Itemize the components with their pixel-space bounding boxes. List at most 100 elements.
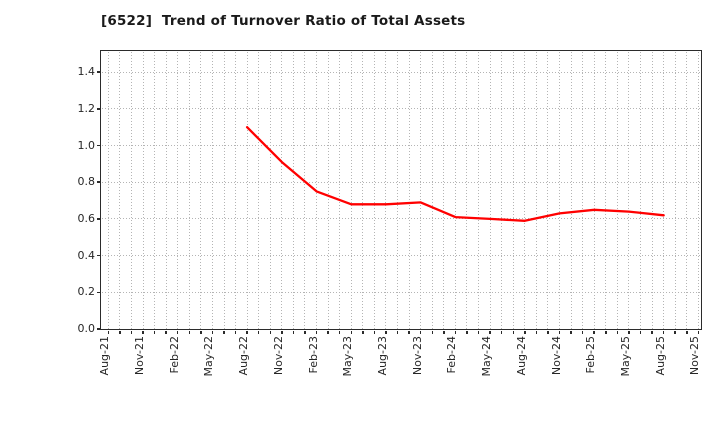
y-tick-mark — [96, 291, 101, 294]
y-tick-mark — [96, 254, 101, 257]
gridline-vertical — [489, 52, 491, 329]
gridline-vertical — [686, 52, 688, 329]
x-tick-mark — [524, 330, 526, 334]
y-tick-label: 0.6 — [77, 211, 96, 225]
x-tick-mark — [500, 330, 503, 334]
gridline-vertical — [559, 52, 561, 329]
gridline-vertical — [119, 52, 121, 329]
gridline-vertical — [466, 52, 468, 329]
gridline-vertical — [616, 52, 618, 329]
plot-area — [100, 50, 702, 330]
y-tick-mark — [96, 218, 101, 220]
gridline-vertical — [501, 52, 503, 329]
gridline-vertical — [454, 52, 456, 329]
chart-title: [6522] Trend of Turnover Ratio of Total … — [101, 13, 466, 29]
x-tick-mark — [674, 330, 676, 334]
x-tick-mark — [686, 330, 688, 334]
gridline-horizontal — [102, 145, 702, 147]
x-tick-mark — [223, 330, 225, 334]
x-tick-label: Nov-23 — [410, 336, 424, 376]
x-tick-mark — [315, 330, 318, 334]
gridline-vertical — [478, 52, 480, 329]
gridline-vertical — [443, 52, 445, 329]
x-tick-label: Nov-22 — [271, 336, 285, 376]
x-tick-mark — [477, 330, 480, 334]
x-tick-mark — [662, 330, 665, 334]
x-tick-mark — [558, 330, 561, 334]
x-tick-mark — [304, 330, 306, 334]
gridline-vertical — [651, 52, 653, 329]
gridline-vertical — [397, 52, 399, 329]
gridline-vertical — [107, 52, 109, 329]
x-tick-mark — [257, 330, 260, 334]
gridline-vertical — [177, 52, 179, 329]
gridline-vertical — [512, 52, 514, 329]
gridline-vertical — [547, 52, 549, 329]
gridline-horizontal — [102, 291, 702, 293]
x-tick-mark — [269, 330, 272, 334]
gridline-vertical — [200, 52, 202, 329]
x-tick-mark — [512, 330, 514, 334]
x-tick-label: Feb-23 — [306, 336, 320, 374]
x-tick-mark — [188, 330, 191, 334]
gridline-vertical — [223, 52, 225, 329]
x-tick-mark — [454, 330, 457, 334]
gridline-vertical — [640, 52, 642, 329]
x-tick-label: Aug-23 — [375, 336, 389, 376]
x-tick-mark — [581, 330, 584, 334]
x-tick-mark — [651, 330, 653, 334]
x-tick-label: Nov-21 — [133, 336, 146, 376]
gridline-vertical — [674, 52, 676, 329]
gridline-vertical — [246, 52, 248, 329]
gridline-vertical — [628, 52, 630, 329]
x-tick-mark — [443, 330, 445, 334]
x-tick-label: May-24 — [480, 336, 494, 377]
gridline-vertical — [593, 52, 595, 329]
gridline-vertical — [154, 52, 156, 329]
x-tick-mark — [396, 330, 399, 334]
x-tick-mark — [200, 330, 202, 334]
gridline-vertical — [130, 52, 132, 329]
gridline-vertical — [304, 52, 306, 329]
gridline-vertical — [663, 52, 665, 329]
x-tick-mark — [281, 330, 283, 334]
x-tick-mark — [234, 330, 237, 334]
gridline-vertical — [142, 52, 144, 329]
x-tick-mark — [535, 330, 538, 334]
x-tick-mark — [431, 330, 433, 334]
x-tick-mark — [142, 330, 144, 334]
gridline-vertical — [524, 52, 526, 329]
x-tick-mark — [547, 330, 549, 334]
gridline-vertical — [570, 52, 572, 329]
x-tick-mark — [639, 330, 642, 334]
y-tick-mark — [96, 181, 101, 183]
x-tick-mark — [408, 330, 410, 334]
x-tick-mark — [211, 330, 214, 334]
x-tick-label: Nov-25 — [688, 336, 702, 376]
x-tick-mark — [373, 330, 376, 334]
y-tick-label: 1.0 — [77, 138, 96, 152]
x-tick-mark — [628, 330, 630, 334]
gridline-horizontal — [102, 71, 702, 73]
x-tick-mark — [165, 330, 167, 334]
x-tick-label: May-25 — [618, 336, 632, 377]
x-tick-label: Aug-21 — [98, 336, 112, 376]
x-tick-mark — [605, 330, 607, 334]
x-tick-mark — [593, 330, 595, 334]
gridline-horizontal — [102, 181, 702, 183]
x-tick-label: Feb-22 — [167, 336, 181, 374]
y-tick-mark — [96, 328, 101, 330]
gridline-vertical — [582, 52, 584, 329]
x-tick-mark — [153, 330, 156, 334]
y-tick-label: 0.4 — [77, 248, 96, 262]
gridline-vertical — [373, 52, 375, 329]
x-tick-label: May-23 — [341, 336, 355, 377]
x-tick-mark — [107, 330, 110, 334]
y-tick-mark — [96, 144, 101, 147]
x-tick-mark — [466, 330, 468, 334]
x-tick-label: Aug-25 — [653, 336, 667, 376]
gridline-vertical — [362, 52, 364, 329]
gridline-vertical — [211, 52, 213, 329]
gridline-vertical — [431, 52, 433, 329]
